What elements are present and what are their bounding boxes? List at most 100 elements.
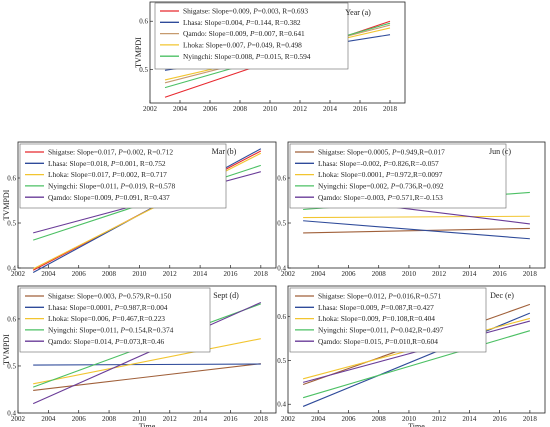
legend-box [19,287,211,353]
legend-text: Shigatse: Slope=0.017, [48,148,118,157]
legend-entry: Lhoka: Slope=0.0001, P=0.972,R=0.0097 [318,170,443,179]
y-axis-label: TVMPDI [134,37,143,68]
legend-text: =0.467,R=0.223 [117,314,166,323]
plot-frame [17,141,277,269]
series-line-lhoka [303,215,530,219]
x-tick-label: 2008 [372,415,387,423]
x-tick-label: 2006 [72,270,87,278]
panel-title: Year (a) [345,8,371,17]
panel-title: Jun (c) [489,147,511,156]
x-tick-label: 2002 [11,270,26,278]
legend-text: =0.049, R=0.498 [252,41,303,50]
chart-panel-4: 2002 2004 2006 2008 2010 2012 2014 2016 2018 0.4 0… [2,285,277,427]
legend-text: Lhoka: Slope=0.0001, [318,170,386,179]
legend-text-p: P [386,193,392,202]
legend-text: Shigatse: Slope=0.0005, [318,148,392,157]
legend-text: Lhasa: Slope=0.018, [48,159,111,168]
legend-entry: Lhasa: Slope=0.004, P=0.144, R=0.382 [183,18,301,27]
y-axis-label: TVMPDI [2,334,11,365]
legend-text: =0.003, R=0.693 [258,7,309,16]
plot-frame [149,1,406,104]
legend-text: =0.972,R=0.0097 [390,170,442,179]
y-tick-label: 0.5 [277,357,286,365]
x-tick-label: 2012 [293,105,308,113]
legend-text: =0.001, R=0.752 [115,159,166,168]
x-tick-label: 2008 [102,270,117,278]
legend-text: Qamdo: Slope=-0.003, [318,193,387,202]
y-tick-label: 0.6 [139,18,148,26]
chart-panel-2: 2002 2004 2006 2008 2010 2012 2014 2016 2018 0.4 0… [2,141,277,278]
legend-text: =0.949,R=0.017 [396,148,445,157]
y-tick-label: 0.4 [277,401,286,409]
legend-entry: Nyingchi: Slope=0.008, P=0.015, R=0.594 [183,52,311,61]
legend-text-p: P [111,170,117,179]
legend-text: Qamdo: Slope=0.015, [318,337,385,346]
x-tick-label: 2004 [173,105,188,113]
legend-text: Lhasa: Slope=0.009, [318,303,381,312]
legend-entry: Shigatse: Slope=0.009, P=0.003, R=0.693 [183,7,308,16]
legend-entry: Qamdo: Slope=0.009, P=0.091, R=0.437 [48,193,170,202]
series-line-lhasa [33,363,261,366]
chart-panel-5: 2002 2004 2006 2008 2010 2012 2014 2016 2018 0.4 0… [277,285,546,427]
x-axis-label: Time [139,422,156,427]
legend-text: =0.736,R=0.092 [395,182,444,191]
x-tick-label: 2018 [523,415,538,423]
legend-entry: Lhoka: Slope=0.007, P=0.049, R=0.498 [183,41,302,50]
legend-text: =0.571,R=-0.153 [392,193,443,202]
legend-entry: Lhoka: Slope=0.009, P=0.108,R=0.404 [318,314,435,323]
chart-panel-1: 2002 2004 2006 2008 2010 2012 2014 2016 2018 0.5 0… [134,1,406,113]
x-tick-label: 2006 [203,105,218,113]
legend-text: Qamdo: Slope=0.009, [48,193,115,202]
legend-text: =0.019, R=0.578 [125,182,176,191]
x-tick-label: 2008 [233,105,248,113]
series-line-shigatse [33,363,261,391]
legend-box [154,2,349,70]
x-tick-label: 2012 [432,415,447,423]
x-tick-label: 2004 [41,270,56,278]
x-tick-label: 2002 [143,105,158,113]
x-tick-label: 2018 [254,270,269,278]
legend-text: Nyingchi: Slope=0.011, [48,182,120,191]
legend-entry: Lhasa: Slope=0.009, P=0.087,R=0.427 [318,303,434,312]
legend-box [289,143,507,209]
legend-text: Qamdo: Slope=0.014, [48,337,115,346]
y-tick-label: 0.6 [7,315,16,323]
legend-entry: Nyingchi: Slope=0.011, P=0.154,R=0.374 [48,326,174,335]
legend-text: =0.091, R=0.437 [120,193,171,202]
legend-text: =0.087,R=0.427 [385,303,434,312]
legend-text: =0.154,R=0.374 [125,326,174,335]
legend-entry: Lhoka: Slope=0.017, P=0.002, R=0.717 [48,170,167,179]
legend-entry: Nyingchi: Slope=0.011, P=0.042,R=0.497 [318,326,444,335]
x-tick-label: 2018 [523,270,538,278]
x-tick-label: 2014 [462,415,477,423]
x-tick-label: 2010 [132,270,147,278]
series-line-lhasa [303,220,530,240]
legend-text-p: P [255,52,261,61]
x-tick-label: 2006 [341,270,356,278]
x-tick-label: 2006 [72,415,87,423]
legend-text: Qamdo: Slope=0.009, [183,29,250,38]
x-tick-label: 2012 [163,270,178,278]
x-tick-label: 2004 [311,270,326,278]
x-tick-label: 2004 [311,415,326,423]
legend-text: =0.073,R=0.46 [120,337,165,346]
x-tick-label: 2014 [193,415,208,423]
x-tick-label: 2018 [383,105,398,113]
legend-text: Shigatse: Slope=0.012, [318,292,388,301]
y-tick-label: 0.4 [7,410,16,418]
series-line-qamdo [32,301,262,405]
legend-entry: Shigatse: Slope=0.003, P=0.579,R=0.150 [48,292,171,301]
legend-text: Nyingchi: Slope=0.008, [183,52,256,61]
legend-entry: Lhasa: Slope=0.0001, P=0.987,R=0.004 [48,303,168,312]
plot-frame [287,141,546,269]
x-tick-label: 2014 [462,270,477,278]
legend-text: =0.826,R=-0.057 [388,159,439,168]
legend-entry: Nyingchi: Slope=0.002, P=0.736,R=0.092 [318,182,444,191]
legend-entry: Lhasa: Slope=0.018, P=0.001, R=0.752 [48,159,166,168]
legend-text: =0.042,R=0.497 [395,326,444,335]
chart-panel-3: 2002 2004 2006 2008 2010 2012 2014 2016 2018 0.4 0… [277,141,546,278]
legend-text: Nyingchi: Slope=0.011, [48,326,120,335]
legend-text-p: P [119,182,125,191]
x-tick-label: 2010 [132,415,147,423]
